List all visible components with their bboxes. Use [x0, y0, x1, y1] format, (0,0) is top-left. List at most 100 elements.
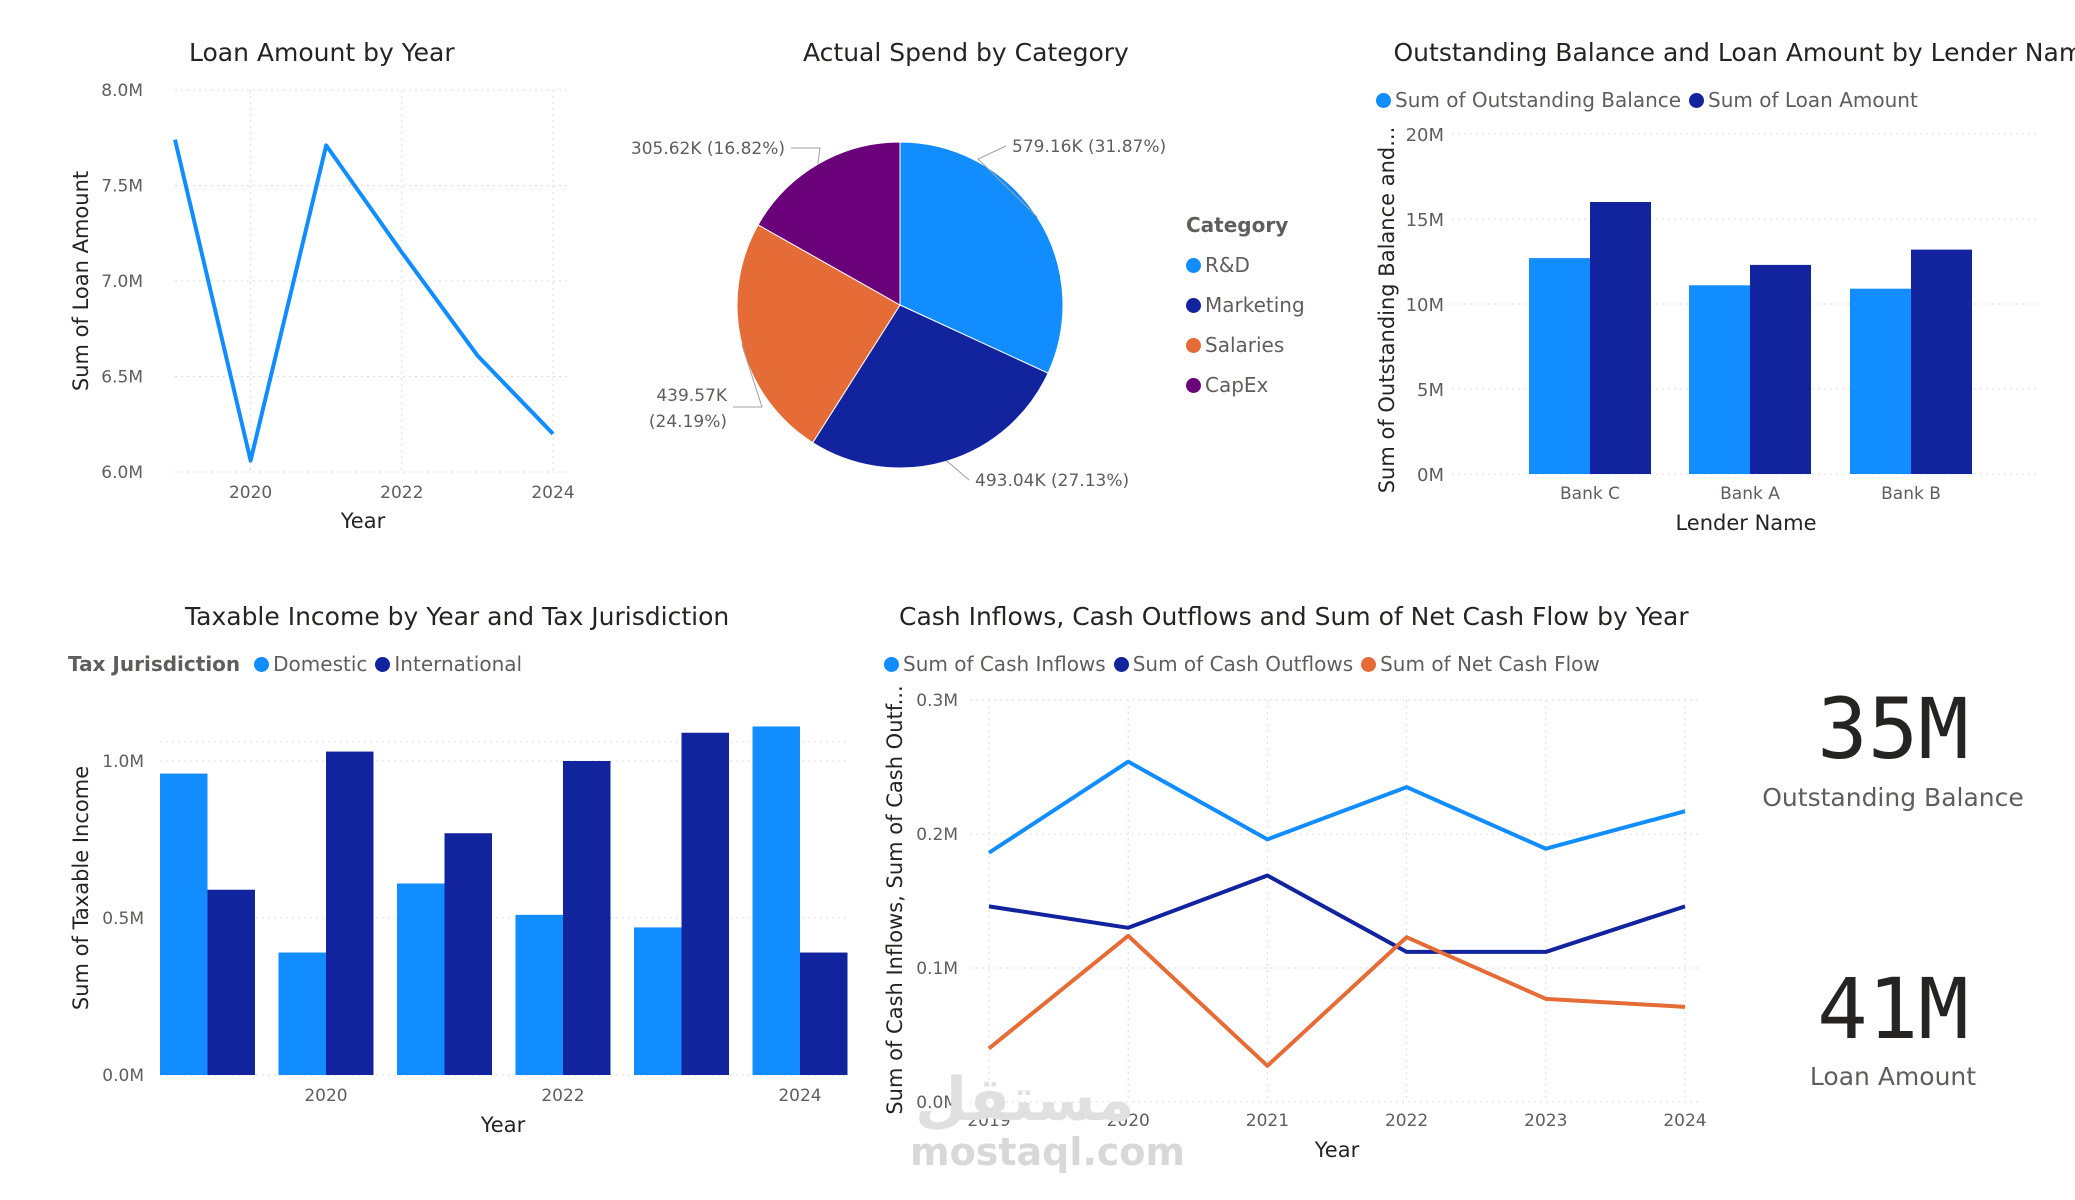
taxable-bar-international[interactable] — [563, 761, 611, 1075]
lender-y-tick: 0M — [1417, 465, 1444, 486]
category-legend-swatch — [1186, 377, 1201, 393]
cash-flow-legend-label: Sum of Net Cash Flow — [1380, 652, 1600, 676]
lender-bar-outstanding[interactable] — [1689, 285, 1750, 474]
cash-series-line-sum-of-cash-outflows[interactable] — [988, 873, 1686, 954]
cash-series-line-sum-of-cash-inflows[interactable] — [987, 759, 1686, 855]
lender-y-tick: 5M — [1417, 380, 1444, 401]
cash-y-tick: 0.3M — [916, 691, 958, 711]
watermark-arabic: مستقل — [915, 1065, 1135, 1135]
lender-legend-swatch — [1376, 92, 1391, 108]
category-legend-item[interactable]: CapEx — [1178, 365, 1305, 405]
taxable-bar-domestic[interactable] — [634, 927, 682, 1075]
taxable-x-tick: 2024 — [778, 1086, 821, 1106]
loan-y-axis-title: Sum of Loan Amount — [69, 171, 93, 391]
loan-y-tick: 8.0M — [101, 81, 143, 101]
cash-x-tick: 2019 — [967, 1111, 1010, 1131]
lender-y-tick: 15M — [1406, 210, 1444, 231]
pie-slice-marketing[interactable] — [811, 304, 1049, 469]
pie-data-label-percent: (24.19%) — [649, 412, 727, 432]
taxable-y-axis-title: Sum of Taxable Income — [69, 766, 93, 1010]
kpi-loan-amount-label: Loan Amount — [1809, 1062, 1977, 1091]
taxable-bar-domestic[interactable] — [278, 952, 327, 1075]
category-legend-item[interactable]: Salaries — [1178, 325, 1305, 365]
pie-slice-capex[interactable] — [757, 141, 901, 306]
tax-jurisdiction-legend: Tax Jurisdiction Domestic International — [68, 652, 522, 676]
cash-x-tick: 2023 — [1524, 1111, 1567, 1131]
loan-y-tick: 6.0M — [101, 463, 143, 483]
cash-series-line-sum-of-net-cash-flow[interactable] — [987, 933, 1686, 1068]
lender-bar-loan[interactable] — [1750, 264, 1811, 474]
lender-x-tick: Bank A — [1720, 484, 1780, 504]
category-legend-label: CapEx — [1205, 373, 1269, 397]
category-legend-item[interactable]: Marketing — [1178, 285, 1305, 325]
category-legend-title: Category — [1186, 213, 1289, 237]
taxable-bar-domestic[interactable] — [515, 914, 564, 1075]
taxable-y-tick: 0.5M — [102, 909, 144, 929]
taxable-x-tick: 2022 — [541, 1086, 584, 1106]
lender-legend-label: Sum of Outstanding Balance — [1395, 88, 1682, 112]
lender-y-tick: 20M — [1406, 125, 1444, 146]
tax-jurisdiction-legend-items: Domestic International — [246, 652, 522, 676]
tax-jurisdiction-legend-swatch — [254, 656, 270, 672]
loan-y-tick: 7.5M — [101, 177, 143, 197]
cash-flow-legend-label: Sum of Cash Outflows — [1132, 652, 1354, 676]
category-legend-item[interactable]: R&D — [1178, 245, 1305, 285]
kpi-loan-amount-value: 41M — [1817, 960, 1969, 1058]
taxable-bar-international[interactable] — [326, 751, 374, 1075]
lender-legend: Sum of Outstanding Balance Sum of Loan Am… — [1368, 88, 1918, 112]
cash-x-tick: 2024 — [1663, 1111, 1706, 1131]
loan-y-tick: 6.5M — [101, 368, 143, 388]
cash-flow-legend-swatch — [884, 656, 899, 672]
cash-y-axis-title: Sum of Cash Inflows, Sum of Cash Outf... — [883, 685, 907, 1114]
category-legend-items: R&D Marketing Salaries CapEx — [1186, 245, 1305, 405]
category-legend-label: R&D — [1205, 253, 1250, 277]
pie-leader-line — [977, 145, 1038, 218]
cash-x-tick: 2022 — [1385, 1111, 1428, 1131]
spend-chart-title: Actual Spend by Category — [803, 38, 1129, 67]
lender-legend-label: Sum of Loan Amount — [1708, 88, 1918, 112]
taxable-bar-international[interactable] — [800, 952, 848, 1075]
taxable-bar-international[interactable] — [207, 889, 256, 1075]
taxable-x-axis-title: Year — [480, 1113, 526, 1137]
lender-bar-loan[interactable] — [1911, 249, 1972, 474]
tax-jurisdiction-legend-title: Tax Jurisdiction — [68, 652, 241, 676]
pie-data-label: 305.62K (16.82%) — [631, 139, 785, 159]
taxable-bar-international[interactable] — [681, 732, 730, 1075]
cash-y-tick: 0.2M — [916, 825, 958, 845]
kpi-outstanding-balance-label: Outstanding Balance — [1762, 783, 2024, 812]
pie-leader-line — [791, 147, 821, 165]
category-legend: Category R&D Marketing Salaries CapEx — [1186, 213, 1305, 405]
loan-y-tick: 7.0M — [101, 272, 143, 292]
taxable-bar-domestic[interactable] — [397, 883, 445, 1075]
loan-amount-series-line[interactable] — [173, 139, 555, 463]
watermark-latin: mostaql.com — [910, 1130, 1186, 1174]
lender-bar-outstanding[interactable] — [1850, 288, 1911, 474]
taxable-bar-international[interactable] — [444, 833, 493, 1075]
cash-flow-legend-swatch — [1361, 656, 1377, 672]
category-legend-label: Salaries — [1205, 333, 1285, 357]
taxable-y-tick: 1.0M — [102, 752, 144, 772]
lender-bar-loan[interactable] — [1590, 202, 1651, 474]
taxable-bar-domestic[interactable] — [752, 726, 801, 1075]
taxable-bar-domestic[interactable] — [160, 773, 208, 1075]
tax-jurisdiction-legend-label: International — [394, 652, 523, 676]
tax-jurisdiction-legend-label: Domestic — [273, 652, 368, 676]
category-legend-swatch — [1186, 257, 1201, 273]
lender-legend-swatch — [1689, 92, 1705, 108]
cash-x-tick: 2020 — [1107, 1111, 1150, 1131]
loan-x-tick: 2024 — [531, 483, 574, 503]
pie-leader-line — [945, 460, 970, 481]
cash-x-axis-title: Year — [1314, 1138, 1360, 1162]
kpi-outstanding-balance-value: 35M — [1817, 680, 1969, 778]
pie-data-label: 439.57K — [656, 386, 727, 406]
taxable-x-tick: 2020 — [304, 1086, 347, 1106]
pie-data-label: 579.16K (31.87%) — [1012, 137, 1166, 157]
lender-bar-outstanding[interactable] — [1529, 258, 1590, 474]
lender-y-axis-title: Sum of Outstanding Balance and... — [1375, 127, 1399, 494]
loan-x-axis-title: Year — [340, 509, 386, 533]
